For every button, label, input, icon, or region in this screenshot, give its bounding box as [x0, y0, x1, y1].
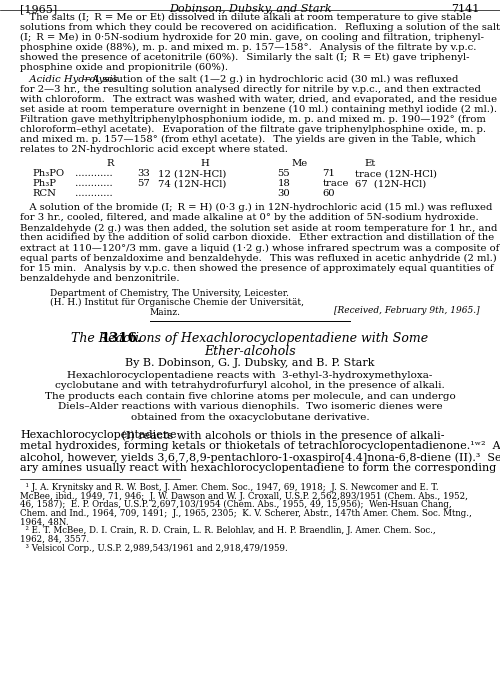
- Text: ary amines usually react with hexachlorocyclopentadiene to form the correspondin: ary amines usually react with hexachloro…: [20, 464, 496, 473]
- Text: ² E. T. McBee, D. I. Crain, R. D. Crain, L. R. Belohlav, and H. P. Braendlin, J.: ² E. T. McBee, D. I. Crain, R. D. Crain,…: [20, 526, 436, 535]
- Text: ¹ J. A. Krynitsky and R. W. Bost, J. Amer. Chem. Soc., 1947, 69, 1918;  J. S. Ne: ¹ J. A. Krynitsky and R. W. Bost, J. Ame…: [20, 483, 438, 492]
- Text: equal parts of benzaldoxime and benzaldehyde.  This was refluxed in acetic anhyd: equal parts of benzaldoxime and benzalde…: [20, 253, 497, 263]
- Text: for 2—3 hr., the resulting solution analysed directly for nitrile by v.p.c., and: for 2—3 hr., the resulting solution anal…: [20, 85, 481, 94]
- Text: 1964, 48N.: 1964, 48N.: [20, 517, 68, 527]
- Text: (H. H.) Institut für Organische Chemie der Universität,: (H. H.) Institut für Organische Chemie d…: [50, 298, 304, 308]
- Text: 33: 33: [137, 169, 150, 178]
- Text: phosphine oxide and propionitrile (60%).: phosphine oxide and propionitrile (60%).: [20, 63, 228, 72]
- Text: Hexachlorocyclopentadiene reacts with  3-ethyl-3-hydroxymethyloxa-: Hexachlorocyclopentadiene reacts with 3-…: [68, 371, 432, 380]
- Text: McBee, ibid., 1949, 71, 946;  J. W. Dawson and W. J. Croxall, U.S.P. 2,562,893/1: McBee, ibid., 1949, 71, 946; J. W. Dawso…: [20, 492, 468, 500]
- Text: The salts (I; R = Me or Et) dissolved in dilute alkali at room temperature to gi: The salts (I; R = Me or Et) dissolved in…: [20, 13, 472, 22]
- Text: 30: 30: [278, 189, 290, 198]
- Text: trace (12N-HCl): trace (12N-HCl): [355, 169, 437, 178]
- Text: ............: ............: [72, 169, 113, 178]
- Text: RCN: RCN: [32, 189, 56, 198]
- Text: chloroform–ethyl acetate).  Evaporation of the filtrate gave triphenylphosphine : chloroform–ethyl acetate). Evaporation o…: [20, 125, 486, 134]
- Text: R: R: [106, 159, 114, 168]
- Text: 57: 57: [137, 179, 150, 188]
- Text: Mainz.: Mainz.: [150, 308, 181, 316]
- Text: phosphine oxide (88%), m. p. and mixed m. p. 157—158°.  Analysis of the filtrate: phosphine oxide (88%), m. p. and mixed m…: [20, 43, 476, 52]
- Text: 67  (12N-HCl): 67 (12N-HCl): [355, 179, 426, 188]
- Text: Department of Chemistry, The University, Leicester.: Department of Chemistry, The University,…: [50, 289, 289, 298]
- Text: ............: ............: [72, 189, 113, 198]
- Text: showed the presence of acetonitrile (60%).  Similarly the salt (I; R = Et) gave : showed the presence of acetonitrile (60%…: [20, 53, 469, 62]
- Text: [1965]: [1965]: [20, 4, 57, 14]
- Text: (I; R = Me) in 0·5N-sodium hydroxide for 20 min. gave, on cooling and filtration: (I; R = Me) in 0·5N-sodium hydroxide for…: [20, 33, 484, 42]
- Text: 46, 1587);  E. P. Ordas, U.S.P. 2,697,103/1954 (Chem. Abs., 1955, 49, 15,956);  : 46, 1587); E. P. Ordas, U.S.P. 2,697,103…: [20, 500, 452, 509]
- Text: 7141: 7141: [452, 4, 480, 14]
- Text: 74 (12N-HCl): 74 (12N-HCl): [158, 179, 226, 188]
- Text: [Received, February 9th, 1965.]: [Received, February 9th, 1965.]: [334, 306, 480, 315]
- Text: 71: 71: [322, 169, 336, 178]
- Text: extract at 110—120°/3 mm. gave a liquid (1·2 g.) whose infrared spectrum was a c: extract at 110—120°/3 mm. gave a liquid …: [20, 244, 500, 253]
- Text: By B. Dobinson, G. J. Dubsky, and B. P. Stark: By B. Dobinson, G. J. Dubsky, and B. P. …: [125, 359, 375, 368]
- Text: The Reactions of Hexachlorocyclopentadiene with Some: The Reactions of Hexachlorocyclopentadie…: [72, 332, 428, 345]
- Text: with chloroform.  The extract was washed with water, dried, and evaporated, and : with chloroform. The extract was washed …: [20, 94, 497, 104]
- Text: alcohol, however, yields 3,6,7,8,9-pentachloro-1-oxaspiro[4.4]nona-6,8-diene (II: alcohol, however, yields 3,6,7,8,9-penta…: [20, 452, 500, 463]
- Text: Ether-alcohols: Ether-alcohols: [204, 345, 296, 358]
- Text: The products each contain five chlorine atoms per molecule, and can undergo: The products each contain five chlorine …: [44, 392, 456, 401]
- Text: ³ Velsicol Corp., U.S.P. 2,989,543/1961 and 2,918,479/1959.: ³ Velsicol Corp., U.S.P. 2,989,543/1961 …: [20, 544, 288, 553]
- Text: set aside at room temperature overnight in benzene (10 ml.) containing methyl io: set aside at room temperature overnight …: [20, 105, 497, 114]
- Text: trace: trace: [322, 179, 349, 188]
- Text: benzaldehyde and benzonitrile.: benzaldehyde and benzonitrile.: [20, 274, 180, 282]
- Text: solutions from which they could be recovered on acidification.  Refluxing a solu: solutions from which they could be recov…: [20, 23, 500, 32]
- Text: 1962, 84, 3557.: 1962, 84, 3557.: [20, 535, 89, 544]
- Text: Benzaldehyde (2 g.) was then added, the solution set aside at room temperature f: Benzaldehyde (2 g.) was then added, the …: [20, 223, 498, 232]
- Text: Et: Et: [364, 159, 376, 168]
- Text: obtained from the oxacyclobutane derivative.: obtained from the oxacyclobutane derivat…: [130, 413, 370, 422]
- Text: for 15 min.  Analysis by v.p.c. then showed the presence of approximately equal : for 15 min. Analysis by v.p.c. then show…: [20, 263, 494, 272]
- Text: Filtration gave methyltriphenylphosphonium iodide, m. p. and mixed m. p. 190—192: Filtration gave methyltriphenylphosphoni…: [20, 115, 486, 124]
- Text: 1316.: 1316.: [100, 332, 141, 345]
- Text: 60: 60: [322, 189, 335, 198]
- Text: Diels–Alder reactions with various dienophils.  Two isomeric dienes were: Diels–Alder reactions with various dieno…: [58, 403, 442, 411]
- Text: and mixed m. p. 157—158° (from ethyl acetate).  The yields are given in the Tabl: and mixed m. p. 157—158° (from ethyl ace…: [20, 135, 476, 144]
- Text: H: H: [200, 159, 209, 168]
- Text: ............: ............: [72, 179, 113, 188]
- Text: Dobinson, Dubsky, and Stark: Dobinson, Dubsky, and Stark: [168, 4, 332, 14]
- Text: —A solution of the salt (1—2 g.) in hydrochloric acid (30 ml.) was refluxed: —A solution of the salt (1—2 g.) in hydr…: [82, 75, 459, 84]
- Text: 12 (12N-HCl): 12 (12N-HCl): [158, 169, 226, 178]
- Text: A solution of the bromide (I; R = H) (0·3 g.) in 12N-hydrochloric acid (15 ml.) : A solution of the bromide (I; R = H) (0·…: [20, 203, 492, 213]
- Text: relates to 2N-hydrochloric acid except where stated.: relates to 2N-hydrochloric acid except w…: [20, 145, 288, 154]
- Text: Hexachlorocyclopentadiene: Hexachlorocyclopentadiene: [20, 430, 176, 440]
- Text: Ph₃PO: Ph₃PO: [32, 169, 64, 178]
- Text: Ph₃P: Ph₃P: [32, 179, 56, 188]
- Text: Chem. and Ind., 1964, 709, 1491;  J., 1965, 2305;  K. V. Scherer, Abstr., 147th : Chem. and Ind., 1964, 709, 1491; J., 196…: [20, 509, 472, 518]
- Text: cyclobutane and with tetrahydrofurfuryl alcohol, in the presence of alkali.: cyclobutane and with tetrahydrofurfuryl …: [55, 382, 445, 390]
- Text: 55: 55: [278, 169, 290, 178]
- Text: (I) reacts with alcohols or thiols in the presence of alkali-: (I) reacts with alcohols or thiols in th…: [118, 430, 444, 441]
- Text: metal hydroxides, forming ketals or thioketals of tetrachlorocyclopentadienone.¹: metal hydroxides, forming ketals or thio…: [20, 441, 500, 452]
- Text: Me: Me: [292, 159, 308, 168]
- Text: then acidified by the addition of solid carbon dioxide.  Ether extraction and di: then acidified by the addition of solid …: [20, 234, 494, 242]
- Text: for 3 hr., cooled, filtered, and made alkaline at 0° by the addition of 5N-sodiu: for 3 hr., cooled, filtered, and made al…: [20, 213, 478, 222]
- Text: 18: 18: [278, 179, 290, 188]
- Text: Acidic Hydrolysis.: Acidic Hydrolysis.: [20, 75, 121, 84]
